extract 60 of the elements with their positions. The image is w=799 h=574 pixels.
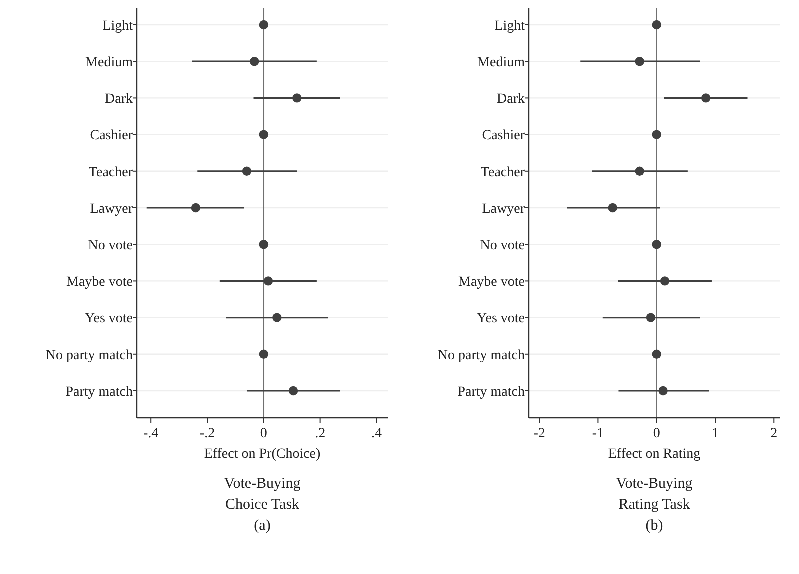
point	[259, 20, 269, 30]
text: Vote-Buying Choice Task	[224, 476, 302, 513]
x-tick-label: -.4	[144, 426, 159, 442]
y-tick-label: Medium	[478, 56, 526, 70]
point	[660, 276, 670, 286]
x-tick-label: -2	[534, 426, 546, 442]
point	[242, 166, 252, 176]
point	[702, 94, 711, 103]
point	[652, 350, 662, 359]
y-tick-label: No party match	[46, 348, 133, 364]
y-tick-label: Dark	[497, 92, 525, 108]
y-tick-label: Teacher	[480, 165, 526, 180]
point	[288, 386, 298, 396]
y-tick-label: Cashier	[482, 128, 526, 144]
point	[652, 240, 662, 250]
x-tick-label: -.2	[200, 426, 216, 442]
y-tick-label: Cashier	[90, 128, 134, 144]
y-tick-label: No vote	[88, 238, 133, 254]
y-tick-label: Yes vote	[477, 312, 525, 327]
y-tick-label: Lawyer	[90, 202, 134, 217]
text: Vote-Buying Rating Task	[616, 476, 694, 513]
x-tick-label: 1	[712, 426, 719, 442]
point	[264, 276, 274, 286]
point	[259, 240, 269, 250]
y-tick-label: No party match	[438, 348, 525, 364]
point	[292, 94, 302, 103]
y-tick-label: Party match	[66, 384, 133, 400]
y-tick-label: No vote	[480, 238, 525, 254]
point	[652, 20, 662, 30]
y-tick-label: Maybe vote	[458, 275, 525, 290]
x-tick-label: .4	[371, 426, 382, 442]
point	[652, 130, 662, 140]
y-tick-label: Light	[102, 18, 134, 34]
y-tick-label: Light	[494, 18, 526, 34]
y-tick-label: Lawyer	[482, 202, 526, 217]
x-tick-label: .2	[315, 426, 326, 442]
y-tick-label: Dark	[105, 92, 133, 108]
y-tick-label: Party match	[458, 384, 525, 400]
point	[658, 386, 668, 396]
x-tick-label: 0	[260, 426, 268, 442]
point	[250, 57, 260, 66]
point	[635, 166, 644, 176]
y-tick-label: Maybe vote	[66, 275, 133, 290]
point	[259, 130, 269, 140]
point	[635, 57, 644, 66]
x-tick-label: 2	[770, 426, 778, 442]
x-axis-title: Effect on Rating	[608, 447, 701, 462]
y-tick-label: Medium	[86, 56, 134, 70]
x-tick-label: -1	[592, 426, 604, 442]
point	[191, 203, 201, 213]
point	[608, 203, 618, 213]
y-tick-label: Yes vote	[85, 312, 133, 327]
point	[646, 313, 656, 322]
y-tick-label: Teacher	[88, 165, 134, 180]
point	[272, 313, 282, 322]
point	[259, 350, 269, 359]
x-tick-label: 0	[653, 426, 660, 442]
text: (b)	[646, 518, 664, 534]
x-axis-title: Effect on Pr(Choice)	[204, 447, 322, 462]
text: (a)	[254, 518, 271, 534]
